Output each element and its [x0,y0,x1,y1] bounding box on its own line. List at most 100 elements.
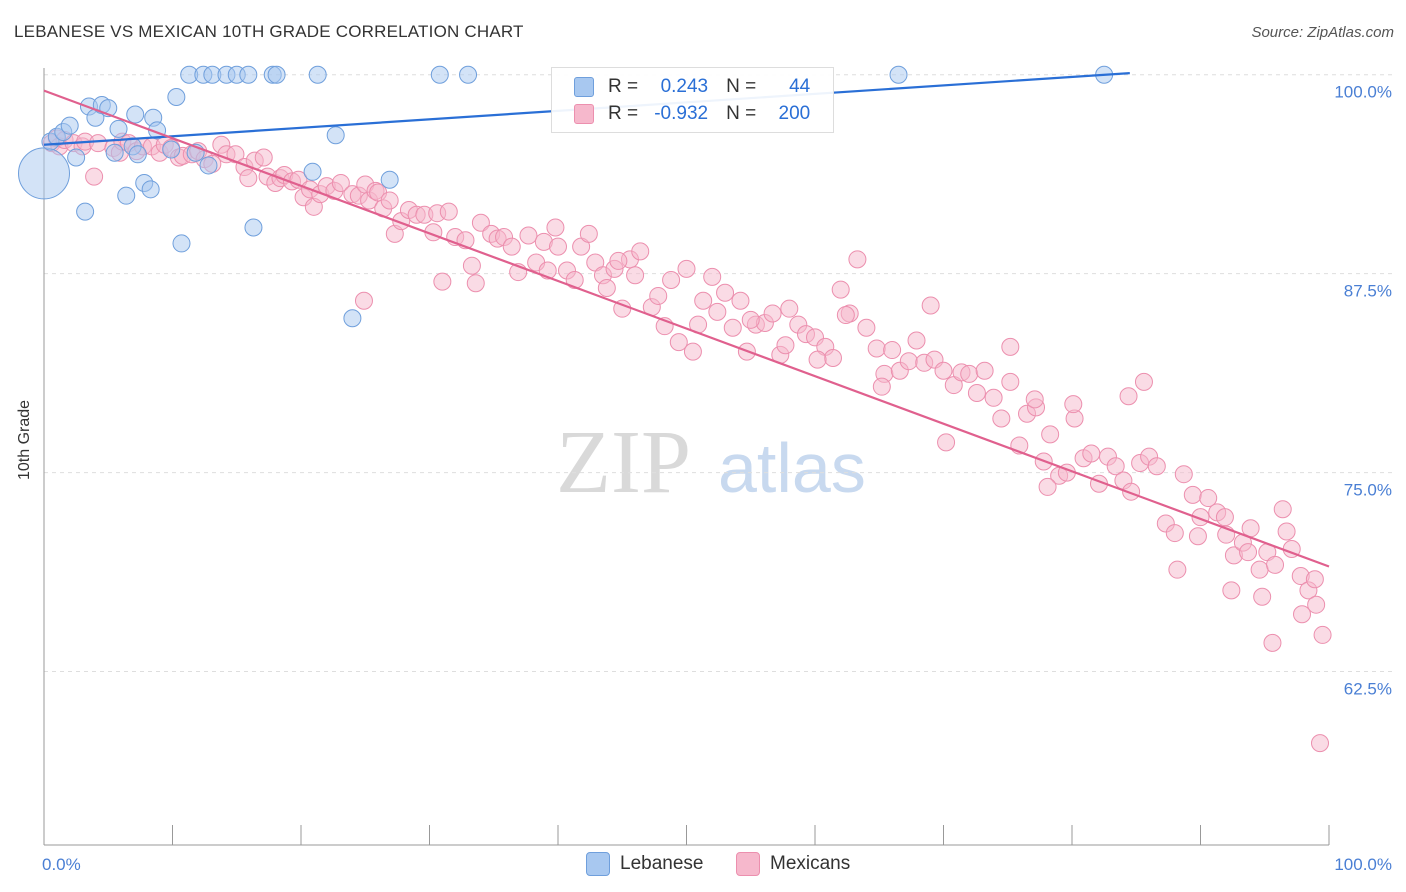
legend-row-lebanese: R = 0.243 N = 44 [574,74,810,100]
lebanese-point [239,65,258,84]
mexicans-point [669,333,688,352]
mexicans-point [836,306,855,325]
mexicans-point [565,271,584,290]
mexicans-point [872,377,891,396]
lebanese-point [167,88,186,107]
mexicans-r-value: -0.932 [654,103,709,124]
y-tick-label: 87.5% [1344,282,1392,301]
mexicans-point [741,310,760,329]
mexicans-point [975,361,994,380]
mexicans-point [609,251,628,270]
mexicans-point [519,226,538,245]
mexicans-point [649,286,668,305]
watermark-atlas: atlas [718,429,866,507]
mexicans-point [1119,387,1138,406]
y-tick-label: 62.5% [1344,680,1392,699]
mexicans-points [42,129,1332,753]
mexicans-point [763,304,782,323]
mexicans-point [731,291,750,310]
lebanese-n-value: 44 [789,76,811,97]
mexicans-point [723,318,742,337]
lebanese-point [128,145,147,164]
mexicans-point [1025,390,1044,409]
mexicans-point [677,259,696,278]
stats-legend: R = 0.243 N = 44 R = -0.932 N = 200 [551,67,834,133]
mexicans-point [1305,570,1324,589]
mexicans-point [1038,477,1057,496]
mexicans-n-value: 200 [778,103,811,124]
lebanese-point [380,170,399,189]
mexicans-point [683,342,702,361]
lebanese-point [141,180,160,199]
mexicans-point [907,331,926,350]
mexicans-swatch [574,104,594,124]
mexicans-point [899,352,918,371]
mexicans-point [831,280,850,299]
mexicans-point [631,242,650,261]
lebanese-point [244,218,263,237]
lebanese-point [162,140,181,159]
mexicans-point [471,213,490,232]
r-key: R = [608,76,639,97]
lebanese-point [199,156,218,175]
axes [43,68,1330,846]
mexicans-point [502,237,521,256]
chart-source: Source: ZipAtlas.com [1251,24,1394,41]
mexicans-point [716,283,735,302]
mexicans-point [239,169,258,188]
lebanese-point [267,65,286,84]
legend-row-mexicans: R = -0.932 N = 200 [574,101,810,127]
mexicans-point [462,256,481,275]
lebanese-points [18,65,1114,328]
mexicans-point [1199,489,1218,508]
mexicans-point [857,318,876,337]
mexicans-point [1183,485,1202,504]
mexicans-point [433,272,452,291]
legend-item-lebanese[interactable]: Lebanese [586,852,703,876]
lebanese-point [889,65,908,84]
mexicans-point [466,274,485,293]
mexicans-point [1215,508,1234,527]
mexicans-point [1263,633,1282,652]
mexicans-point [354,291,373,310]
mexicans-point [883,341,902,360]
mexicans-point [439,202,458,221]
mexicans-point [1250,560,1269,579]
mexicans-point [984,388,1003,407]
lebanese-swatch [574,77,594,97]
legend-item-mexicans[interactable]: Mexicans [736,852,850,876]
mexicans-point [662,271,681,290]
lebanese-point [76,202,95,221]
mexicans-point [1168,560,1187,579]
mexicans-swatch [736,852,760,876]
mexicans-point [1165,524,1184,543]
mexicans-point [703,267,722,286]
mexicans-point [1134,372,1153,391]
mexicans-point [597,278,616,297]
mexicans-point [1313,625,1332,644]
mexicans-point [549,237,567,256]
mexicans-point [1064,395,1083,414]
lebanese-point [343,309,362,328]
lebanese-point [126,105,145,124]
mexicans-point [937,433,956,452]
mexicans-point [992,409,1011,428]
mexicans-point [1239,543,1258,562]
mexicans-point [1266,555,1285,574]
lebanese-point [105,143,124,162]
lebanese-point [60,116,79,135]
lebanese-point [109,119,128,138]
y-tick-label: 100.0% [1334,83,1392,102]
mexicans-point [579,224,598,243]
mexicans-point [967,384,986,403]
lebanese-point [67,148,86,167]
watermark-zip: ZIP [556,413,691,512]
mexicans-point [226,145,245,164]
mexicans-point [85,167,104,186]
mexicans-point [1277,522,1296,541]
tick-labels: 100.0% 87.5% 75.0% 62.5% 0.0% 100.0% [42,83,1392,874]
mexicans-point [1001,337,1020,356]
mexicans-point [776,336,795,355]
mexicans-point [1174,465,1193,484]
